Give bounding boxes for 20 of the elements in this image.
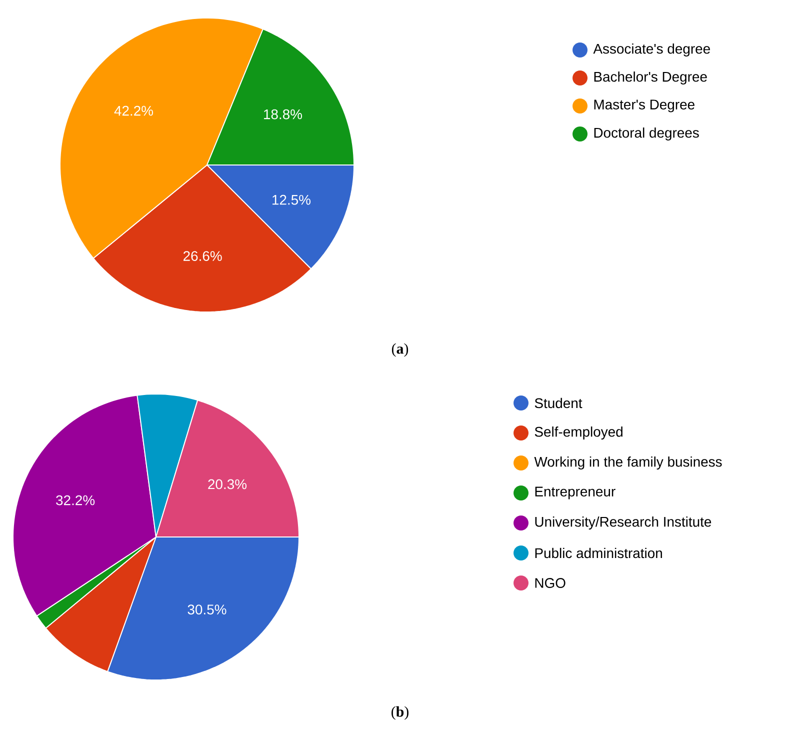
data-label: 30.5% xyxy=(188,604,226,614)
legend-label: NGO xyxy=(535,578,566,588)
legend-label: Associate's degree xyxy=(593,43,710,56)
legend-label: University/Research Institute xyxy=(535,516,712,530)
legend-label: Entrepreneur xyxy=(535,486,616,500)
data-label: 20.3% xyxy=(208,479,247,490)
data-label: 26.6% xyxy=(184,251,222,261)
legend-label: Working in the family business xyxy=(534,456,722,470)
data-label: 42.2% xyxy=(114,106,154,116)
legend-label: Bachelor's Degree xyxy=(594,71,707,84)
data-label: 12.5% xyxy=(272,194,310,205)
legend-label: Doctoral degrees xyxy=(594,127,699,140)
text: (b) xyxy=(392,706,408,720)
data-label: 18.8% xyxy=(264,109,302,120)
legend-label: Self-employed xyxy=(534,426,622,440)
legend-label: Public administration xyxy=(535,548,662,558)
legend-label: Master's Degree xyxy=(594,100,694,112)
data-label: 32.2% xyxy=(56,495,95,506)
text: (a) xyxy=(392,343,408,357)
legend-label: Student xyxy=(534,398,582,408)
